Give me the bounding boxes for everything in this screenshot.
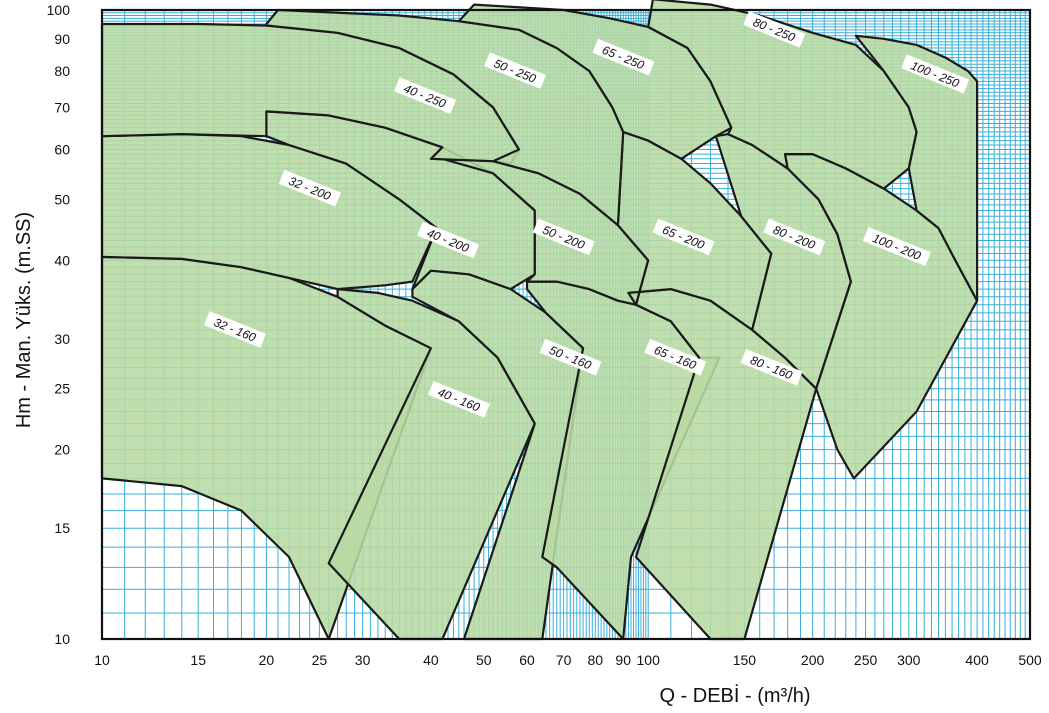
y-tick-label: 40	[54, 252, 70, 268]
region-label-bg	[393, 77, 456, 114]
x-tick-label: 100	[637, 652, 661, 668]
y-tick-label: 25	[54, 381, 70, 397]
region-label-bg	[763, 218, 826, 256]
region-label-bg	[417, 221, 480, 259]
region-label-bg	[644, 338, 707, 376]
region-32-200	[100, 133, 438, 291]
region-label-bg	[278, 169, 341, 207]
region-100-250	[854, 34, 979, 302]
y-axis-ticks: 10 15 20 25 30 40 50 60 70 80 90 100	[47, 2, 71, 647]
x-tick-label: 200	[801, 652, 825, 668]
x-axis-ticks: 10 15 20 25 30 40 50 60 70 80 90 100 150 200 250 300 400…	[94, 652, 1042, 668]
region-label-bg	[862, 226, 931, 267]
region-label-bg	[740, 348, 803, 386]
y-axis-title: Hm - Man. Yüks. (m.SS)	[13, 212, 35, 428]
y-tick-label: 15	[54, 520, 70, 536]
x-axis-title: Q - DEBİ - (m³/h)	[659, 684, 810, 707]
x-tick-label: 250	[854, 652, 878, 668]
region-label-bg	[484, 52, 547, 89]
region-label-bg	[592, 38, 655, 76]
region-65-250	[457, 3, 733, 160]
y-tick-label: 80	[54, 63, 70, 79]
x-tick-label: 40	[423, 652, 439, 668]
plot-frame	[100, 8, 1032, 641]
region-label-bg	[427, 380, 490, 418]
y-tick-label: 20	[54, 442, 70, 458]
x-tick-label: 60	[519, 652, 535, 668]
y-tick-label: 100	[47, 2, 71, 18]
pump-regions	[100, 0, 979, 641]
x-tick-label: 90	[615, 652, 631, 668]
region-label-bg	[743, 10, 806, 48]
x-tick-label: 50	[476, 652, 492, 668]
x-tick-label: 500	[1018, 652, 1042, 668]
region-label-bg	[652, 218, 715, 256]
region-65-200	[616, 130, 773, 331]
y-tick-label: 30	[54, 331, 70, 347]
x-tick-label: 150	[733, 652, 757, 668]
region-label-bg	[901, 54, 970, 94]
region-label-bg	[203, 311, 266, 348]
region-label-bg	[539, 338, 602, 376]
x-tick-label: 15	[190, 652, 206, 668]
x-tick-label: 20	[259, 652, 275, 668]
x-tick-label: 300	[897, 652, 921, 668]
x-tick-label: 30	[355, 652, 371, 668]
x-tick-label: 80	[588, 652, 604, 668]
y-tick-label: 10	[54, 631, 70, 647]
region-label-bg	[532, 218, 595, 256]
x-tick-label: 400	[965, 652, 989, 668]
y-tick-label: 60	[54, 142, 70, 158]
region-80-250	[647, 0, 918, 190]
y-tick-label: 50	[54, 191, 70, 207]
x-tick-label: 10	[94, 652, 110, 668]
y-tick-label: 70	[54, 99, 70, 115]
x-tick-label: 25	[312, 652, 328, 668]
x-tick-label: 70	[556, 652, 572, 668]
y-tick-label: 90	[54, 31, 70, 47]
